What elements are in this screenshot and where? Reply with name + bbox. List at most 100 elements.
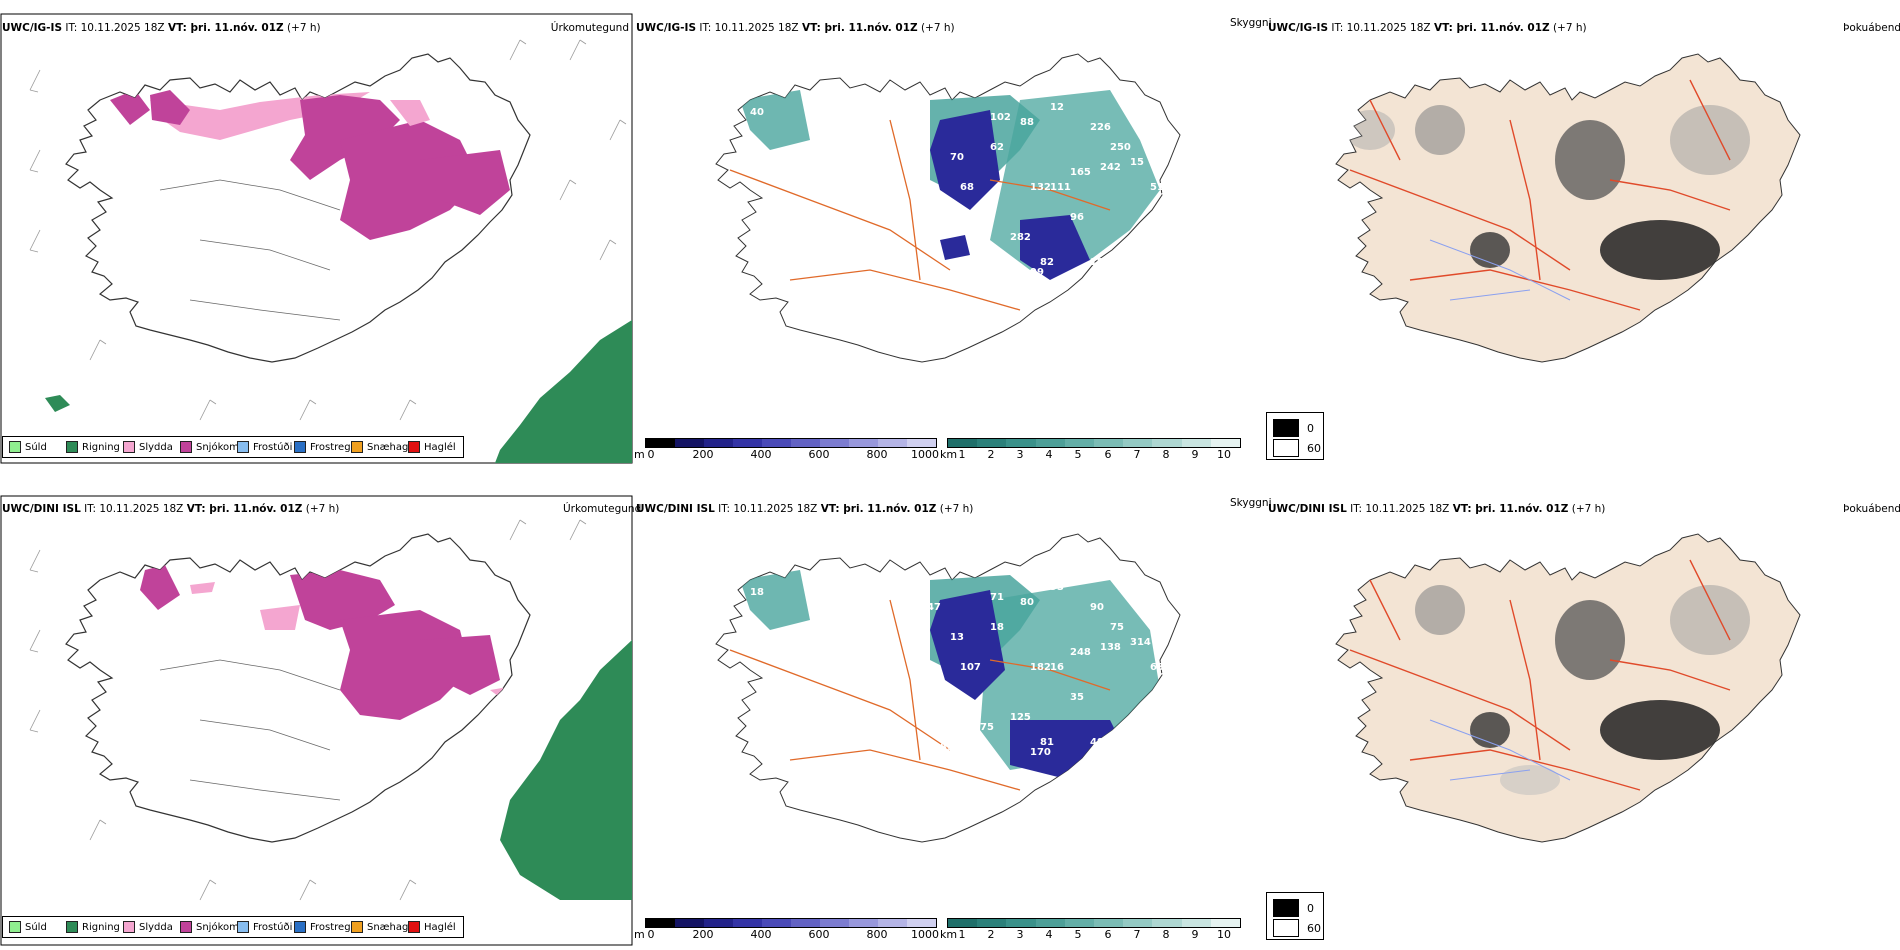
legend-swatch	[123, 921, 135, 933]
model-name: UWC/DINI ISL	[1268, 503, 1347, 515]
colorbar-tick-label: 3	[1016, 928, 1024, 941]
visibility-value-label: 90	[1090, 602, 1104, 613]
lead-time: (+7 h)	[305, 503, 340, 515]
legend-swatch	[180, 921, 192, 933]
colorbar-segment	[791, 439, 820, 447]
colorbar-segment	[1210, 919, 1241, 927]
precip-map-top	[0, 13, 633, 464]
colorbar-segment	[646, 919, 675, 927]
visibility-value-label: 81	[1040, 737, 1054, 748]
precip-legend-bottom: Súld Rigning Slydda Snjókoma Frostúði Frostre…	[2, 916, 464, 938]
precip-legend-item: Súld	[9, 441, 47, 453]
visibility-value-label: 111	[1050, 182, 1071, 193]
visibility-value-label: 13	[950, 632, 964, 643]
visibility-value-label: 63	[1150, 662, 1164, 673]
legend-swatch	[351, 441, 363, 453]
legend-label: Frostregn	[310, 441, 357, 453]
init-time: IT: 10.11.2025 18Z	[65, 22, 165, 34]
colorbar-segment	[1035, 919, 1065, 927]
precip-legend-item: Haglél	[408, 921, 456, 933]
colorbar-segment	[733, 919, 762, 927]
precip-map-bottom	[0, 495, 633, 946]
colorbar-segment	[646, 439, 675, 447]
visibility-value-label: 71	[990, 592, 1004, 603]
legend-label: Slydda	[139, 921, 173, 933]
visibility-value-label: 35	[1070, 692, 1084, 703]
lead-time: (+7 h)	[920, 22, 955, 34]
colorbar-segment	[878, 919, 907, 927]
lead-time: (+7 h)	[1571, 503, 1606, 515]
visibility-colorbar-m-top	[645, 438, 937, 448]
colorbar-tick-label: 5	[1074, 448, 1082, 461]
unit-m-label: m	[634, 448, 645, 461]
visibility-value-label: 282	[1010, 232, 1031, 243]
precip-legend-item: Haglél	[408, 441, 456, 453]
visibility-value-label: 135	[1110, 257, 1131, 268]
colorbar-segment	[791, 919, 820, 927]
colorbar-tick-label: 6	[1104, 928, 1112, 941]
fog-title-top: UWC/IG-IS IT: 10.11.2025 18Z VT: þri. 11…	[1268, 22, 1587, 34]
fog-legend-label: 0	[1307, 901, 1314, 915]
precip-legend-item: Frostúði	[237, 921, 292, 933]
visibility-value-label: 80	[1020, 597, 1034, 608]
colorbar-tick-label: 600	[808, 448, 830, 461]
colorbar-segment	[820, 919, 849, 927]
legend-label: Frostúði	[253, 441, 293, 453]
colorbar-segment	[948, 439, 978, 447]
legend-swatch	[294, 441, 306, 453]
colorbar-segment	[1006, 439, 1036, 447]
fog-map-bottom	[1335, 533, 1801, 843]
colorbar-segment	[849, 919, 878, 927]
legend-swatch	[66, 921, 78, 933]
colorbar-tick-label: 1000	[911, 448, 939, 461]
model-name: UWC/DINI ISL	[2, 503, 81, 515]
fog-title-bottom: UWC/DINI ISL IT: 10.11.2025 18Z VT: þri.…	[1268, 503, 1605, 515]
precip-legend-item: Snjókoma	[180, 441, 245, 453]
visibility-map-bottom	[715, 533, 1181, 843]
colorbar-tick-label: 7	[1133, 928, 1141, 941]
colorbar-segment	[1064, 439, 1095, 447]
colorbar-tick-label: 1000	[911, 928, 939, 941]
model-name: UWC/IG-IS	[636, 22, 697, 34]
visibility-title-bottom: UWC/DINI ISL IT: 10.11.2025 18Z VT: þri.…	[636, 503, 973, 515]
visibility-value-label: 242	[1100, 162, 1121, 173]
visibility-value-label: 18	[990, 622, 1004, 633]
visibility-value-label: 13	[880, 252, 894, 263]
legend-swatch	[237, 921, 249, 933]
colorbar-tick-label: 6	[1104, 448, 1112, 461]
fog-legend-item: 0	[1273, 419, 1314, 437]
visibility-value-label: 132	[1030, 182, 1051, 193]
precip-legend-item: Slydda	[123, 441, 173, 453]
colorbar-segment	[907, 919, 936, 927]
colorbar-tick-label: 8	[1162, 928, 1170, 941]
visibility-value-label: 125	[1010, 712, 1031, 723]
visibility-value-label: 107	[960, 662, 981, 673]
colorbar-tick-label: 7	[1133, 448, 1141, 461]
legend-label: Slydda	[139, 441, 173, 453]
fog-swatch	[1273, 919, 1299, 937]
visibility-value-label: 510	[1150, 182, 1171, 193]
visibility-value-label: 191	[1090, 257, 1111, 268]
fog-legend-label: 0	[1307, 421, 1314, 435]
colorbar-tick-label: 200	[692, 448, 714, 461]
colorbar-tick-label: 200	[692, 928, 714, 941]
legend-swatch	[9, 441, 21, 453]
legend-label: Snjókoma	[196, 441, 246, 453]
visibility-value-label: 101	[1110, 737, 1131, 748]
legend-label: Snjókoma	[196, 921, 246, 933]
unit-m-label: m	[634, 928, 645, 941]
visibility-value-label: 238	[1060, 297, 1081, 308]
precip-legend-item: Snæhagl	[351, 921, 411, 933]
visibility-value-label: 96	[1070, 212, 1084, 223]
legend-label: Snæhagl	[367, 921, 412, 933]
model-name: UWC/DINI ISL	[636, 503, 715, 515]
visibility-value-label: 496	[1090, 737, 1111, 748]
visibility-value-label: 88	[1020, 117, 1034, 128]
fog-legend-item: 60	[1273, 919, 1321, 937]
visibility-colorbar-m-bottom	[645, 918, 937, 928]
precip-type-label: Úrkomutegund	[563, 503, 642, 515]
visibility-value-label: 82	[1040, 257, 1054, 268]
legend-swatch	[9, 921, 21, 933]
fog-swatch	[1273, 899, 1299, 917]
fog-swatch	[1273, 419, 1299, 437]
